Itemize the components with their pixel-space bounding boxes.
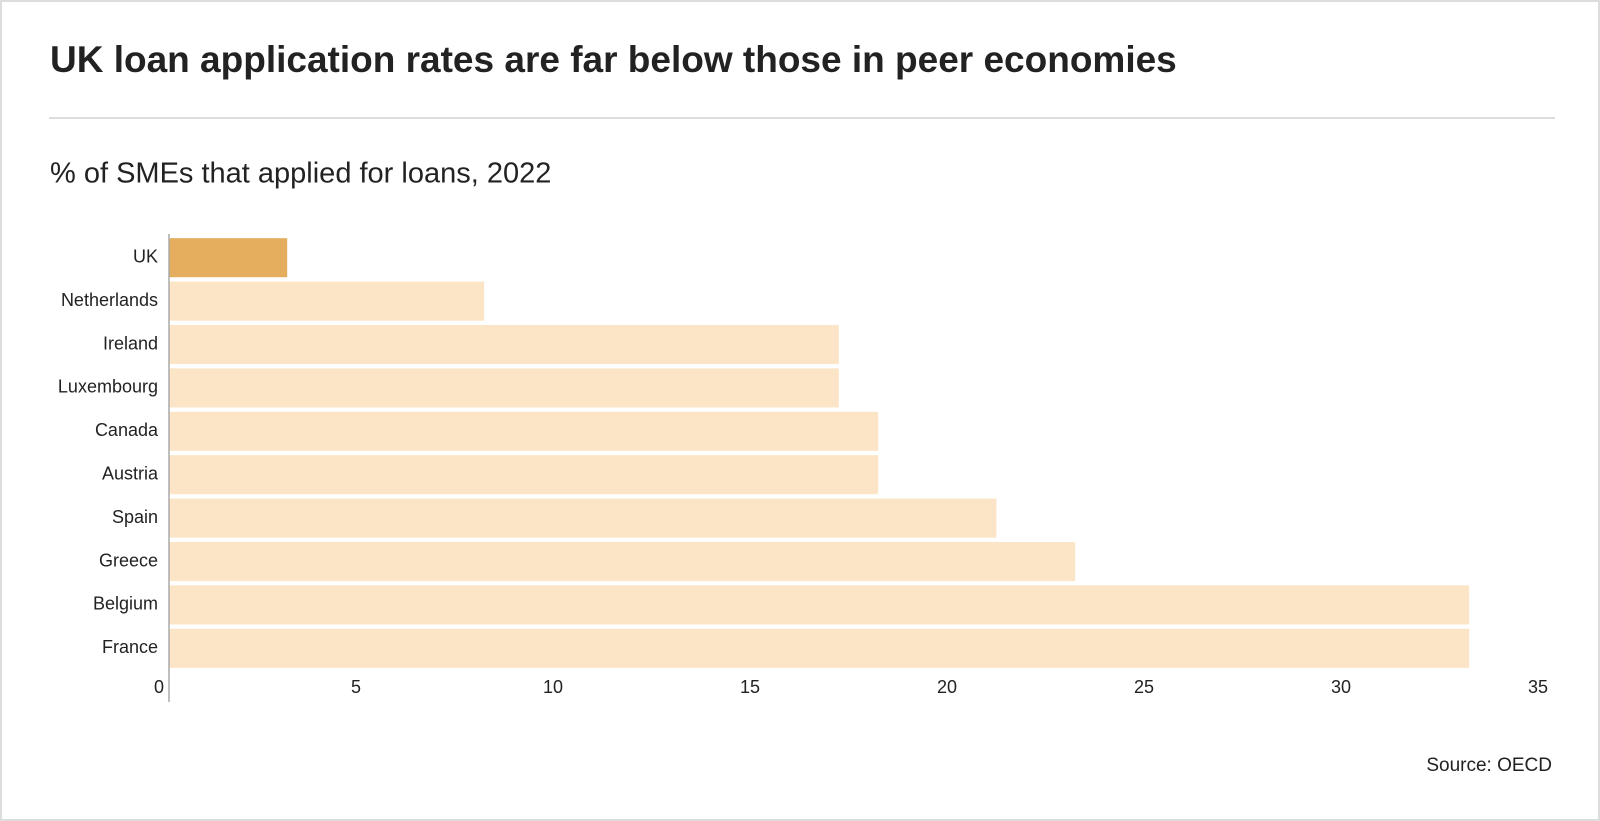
y-tick-label: Spain bbox=[112, 507, 158, 527]
y-tick-label: UK bbox=[133, 246, 158, 266]
bar bbox=[169, 455, 879, 495]
y-tick-label: Canada bbox=[95, 420, 159, 440]
y-tick-label: Austria bbox=[102, 463, 159, 483]
x-tick-label: 20 bbox=[937, 677, 957, 697]
x-tick-label: 25 bbox=[1134, 677, 1154, 697]
chart-title: UK loan application rates are far below … bbox=[50, 39, 1177, 80]
bar bbox=[169, 411, 879, 451]
bar bbox=[169, 281, 485, 321]
y-tick-label: Greece bbox=[99, 550, 158, 570]
y-tick-label: Luxembourg bbox=[58, 377, 158, 397]
bar bbox=[169, 324, 839, 365]
x-tick-label: 15 bbox=[740, 677, 760, 697]
y-tick-label: Netherlands bbox=[61, 290, 158, 310]
x-tick-label: 10 bbox=[543, 677, 563, 697]
bar bbox=[169, 585, 1470, 625]
bar bbox=[169, 238, 288, 278]
x-tick-label: 35 bbox=[1528, 677, 1548, 697]
x-tick-label: 0 bbox=[154, 677, 164, 697]
bar bbox=[169, 368, 839, 408]
bar bbox=[169, 541, 1076, 582]
y-tick-label: France bbox=[102, 637, 158, 657]
x-tick-label: 30 bbox=[1331, 677, 1351, 697]
x-tick-label: 5 bbox=[351, 677, 361, 697]
source: Source: OECD bbox=[1426, 755, 1552, 776]
bar bbox=[169, 498, 997, 538]
y-tick-label: Belgium bbox=[93, 594, 158, 614]
bar bbox=[169, 628, 1470, 668]
y-tick-label: Ireland bbox=[103, 333, 158, 353]
chart-subtitle: % of SMEs that applied for loans, 2022 bbox=[50, 158, 551, 190]
